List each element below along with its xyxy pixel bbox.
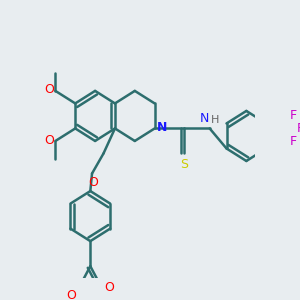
Text: S: S — [181, 158, 188, 171]
Text: O: O — [104, 281, 114, 294]
Text: N: N — [157, 121, 168, 134]
Text: O: O — [88, 176, 98, 189]
Text: F: F — [290, 135, 297, 148]
Text: F: F — [290, 109, 297, 122]
Text: F: F — [297, 122, 300, 135]
Text: N: N — [200, 112, 209, 125]
Text: H: H — [211, 115, 219, 125]
Text: O: O — [44, 83, 54, 97]
Text: O: O — [66, 289, 76, 300]
Text: O: O — [44, 134, 54, 148]
